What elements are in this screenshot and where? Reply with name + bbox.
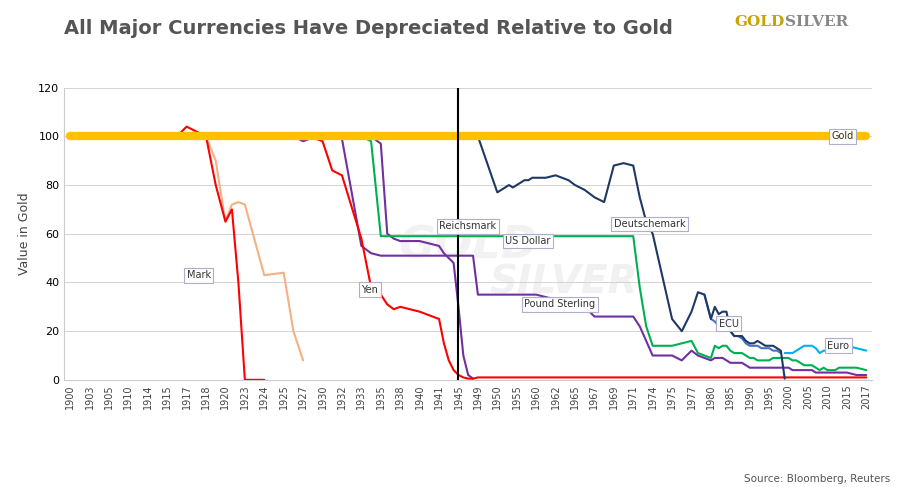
Text: ECU: ECU — [719, 319, 739, 329]
Text: Gold: Gold — [832, 131, 854, 141]
Text: Euro: Euro — [827, 341, 849, 351]
Text: Source: Bloomberg, Reuters: Source: Bloomberg, Reuters — [744, 474, 890, 484]
Text: Reichsmark: Reichsmark — [439, 222, 496, 231]
Text: Mark: Mark — [186, 270, 211, 280]
Text: All Major Currencies Have Depreciated Relative to Gold: All Major Currencies Have Depreciated Re… — [64, 19, 673, 38]
Text: GOLD: GOLD — [734, 15, 785, 29]
Text: Pound Sterling: Pound Sterling — [524, 300, 596, 309]
Text: Deutschemark: Deutschemark — [614, 219, 686, 229]
Text: SILVER: SILVER — [785, 15, 848, 29]
Y-axis label: Value in Gold: Value in Gold — [18, 192, 31, 275]
Text: US Dollar: US Dollar — [505, 236, 551, 246]
Text: GOLD: GOLD — [398, 225, 538, 267]
Text: SILVER: SILVER — [489, 263, 638, 301]
Text: Yen: Yen — [362, 285, 378, 295]
